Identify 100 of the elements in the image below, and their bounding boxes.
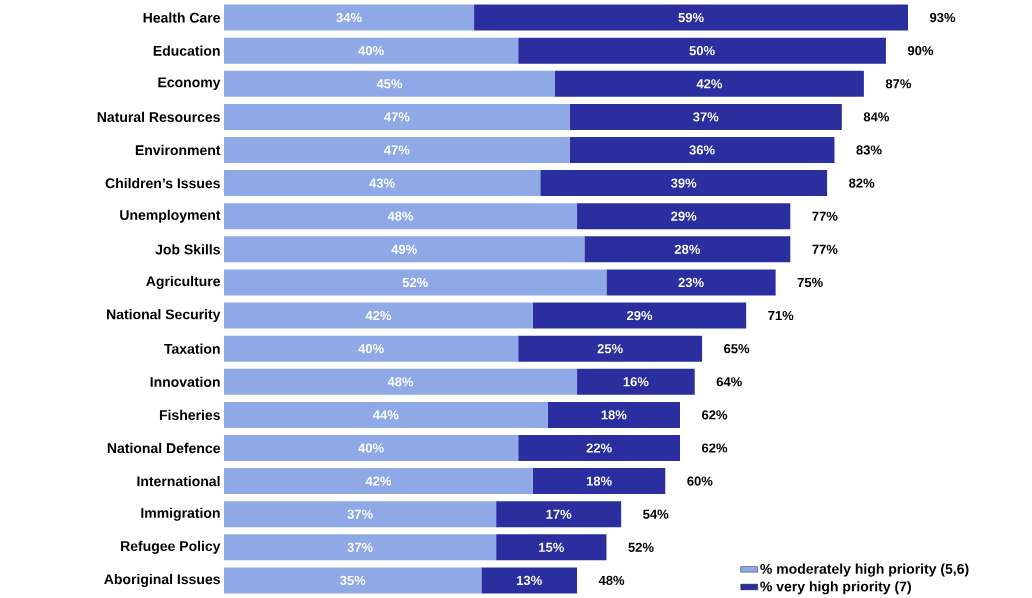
total-label: 83% xyxy=(856,145,882,155)
data-label: 36% xyxy=(689,145,715,155)
bar xyxy=(532,302,747,329)
total-label: 52% xyxy=(628,542,654,552)
bar xyxy=(606,269,776,296)
bar xyxy=(224,567,482,594)
bar xyxy=(584,236,791,263)
total-label: 84% xyxy=(863,112,890,122)
data-label: 37% xyxy=(347,509,373,519)
total-label: 54% xyxy=(643,509,669,519)
bar xyxy=(224,70,555,97)
bar xyxy=(224,501,497,528)
y-tick-label: Taxation xyxy=(164,343,220,354)
data-label: 45% xyxy=(376,79,403,89)
total-label: 65% xyxy=(724,344,750,354)
bar xyxy=(496,501,622,528)
data-label: 52% xyxy=(402,277,428,288)
bar xyxy=(224,170,541,197)
data-label: 43% xyxy=(369,178,395,188)
data-label: 29% xyxy=(671,211,697,221)
bar xyxy=(481,567,578,594)
y-tick-label: Aboriginal Issues xyxy=(104,573,220,587)
data-label: 39% xyxy=(670,178,697,188)
y-tick-label: Job Skills xyxy=(155,244,220,255)
bar xyxy=(540,170,828,197)
bar xyxy=(518,434,681,461)
y-tick-label: National Defence xyxy=(107,442,220,454)
data-label: 13% xyxy=(517,575,542,586)
data-label: 49% xyxy=(391,244,417,254)
legend-label: % moderately high priority (5,6) xyxy=(760,563,969,577)
y-tick-label: Education xyxy=(153,45,220,56)
total-label: 82% xyxy=(849,178,875,188)
y-tick-label: Health Care xyxy=(143,12,220,23)
data-label: 40% xyxy=(358,443,384,453)
bar xyxy=(224,434,519,461)
bar xyxy=(224,203,578,230)
total-label: 62% xyxy=(702,443,728,453)
bar xyxy=(224,401,548,428)
bar xyxy=(224,534,497,561)
data-label: 42% xyxy=(365,310,392,321)
bar xyxy=(569,103,842,130)
bar xyxy=(569,136,835,163)
total-label: 75% xyxy=(797,277,823,288)
total-label: 93% xyxy=(929,12,956,23)
data-label: 37% xyxy=(693,112,719,122)
y-tick-label: Fisheries xyxy=(159,409,220,421)
bar xyxy=(224,302,533,329)
y-tick-label: National Security xyxy=(107,309,221,323)
bar xyxy=(224,335,519,362)
total-label: 64% xyxy=(716,377,742,387)
legend-label: % very high priority (7) xyxy=(760,581,911,595)
data-label: 42% xyxy=(696,79,723,89)
total-label: 62% xyxy=(702,410,728,420)
total-label: 77% xyxy=(812,211,838,221)
data-label: 40% xyxy=(358,46,384,56)
data-label: 23% xyxy=(678,277,704,288)
data-label: 29% xyxy=(627,310,653,321)
bar xyxy=(577,203,791,230)
data-label: 15% xyxy=(539,542,564,552)
data-label: 48% xyxy=(387,211,414,221)
data-label: 22% xyxy=(586,443,612,453)
data-label: 42% xyxy=(365,476,392,486)
y-tick-label: Unemployment xyxy=(120,209,221,223)
data-label: 37% xyxy=(347,542,373,552)
bar xyxy=(532,468,666,495)
bar xyxy=(224,236,585,263)
bar xyxy=(518,37,886,64)
data-label: 25% xyxy=(597,344,623,354)
bar xyxy=(577,368,695,395)
y-tick-label: Children’s Issues xyxy=(105,177,220,189)
y-tick-label: Innovation xyxy=(150,376,220,387)
bar xyxy=(224,468,533,495)
y-tick-label: Immigration xyxy=(141,507,220,521)
data-label: 17% xyxy=(546,509,572,519)
data-label: 47% xyxy=(384,145,410,155)
bar xyxy=(224,269,607,296)
bar xyxy=(224,4,475,31)
data-label: 50% xyxy=(689,46,715,56)
data-label: 47% xyxy=(384,112,410,122)
data-label: 28% xyxy=(674,244,701,254)
data-label: 34% xyxy=(336,12,362,23)
data-label: 44% xyxy=(373,410,399,420)
bar xyxy=(224,103,570,130)
total-label: 60% xyxy=(687,476,713,486)
y-tick-label: Refugee Policy xyxy=(121,540,221,554)
data-label: 59% xyxy=(678,12,704,23)
data-label: 18% xyxy=(586,476,612,486)
total-label: 48% xyxy=(598,575,625,586)
bar xyxy=(224,368,578,395)
y-tick-label: Agriculture xyxy=(146,275,221,289)
data-label: 40% xyxy=(358,344,384,354)
total-label: 77% xyxy=(812,244,838,254)
bar xyxy=(518,335,703,362)
bar xyxy=(554,70,864,97)
total-label: 90% xyxy=(907,46,934,56)
total-label: 71% xyxy=(768,310,794,321)
bar xyxy=(547,401,681,428)
y-tick-label: Economy xyxy=(158,77,221,91)
data-label: 35% xyxy=(340,575,366,586)
data-label: 16% xyxy=(623,377,649,387)
